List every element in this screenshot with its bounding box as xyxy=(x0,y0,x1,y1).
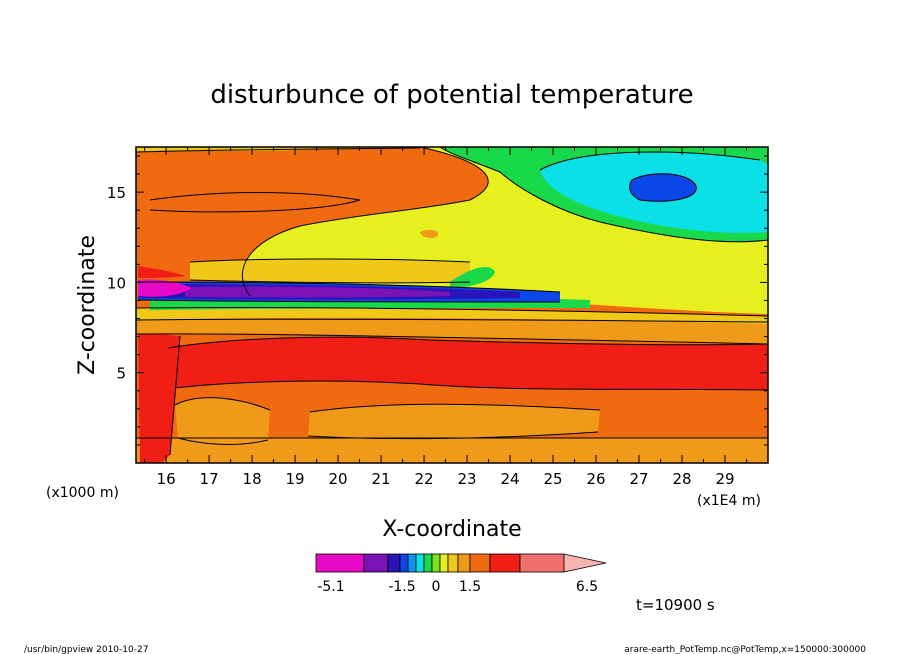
x-tick-label: 17 xyxy=(200,470,219,488)
x-unit-right: (x1E4 m) xyxy=(697,493,761,509)
footer-right: arare-earth_PotTemp.nc@PotTemp,x=150000:… xyxy=(624,645,866,654)
footer-left: /usr/bin/gpview 2010-10-27 xyxy=(24,645,148,654)
colorbar-segment xyxy=(457,553,471,573)
colorbar-arrow xyxy=(563,553,607,573)
y-tick-label: 15 xyxy=(107,184,126,202)
region-surface-band xyxy=(136,438,768,463)
colorbar-segment xyxy=(387,553,401,573)
region-warm-left xyxy=(138,332,180,463)
plot-frame xyxy=(135,146,769,464)
x-tick-label: 18 xyxy=(243,470,262,488)
x-tick-label: 24 xyxy=(500,470,519,488)
axis-ticks xyxy=(136,147,768,463)
x-tick-label: 28 xyxy=(672,470,691,488)
colorbar-segment xyxy=(447,553,459,573)
y-tick-labels: 5 10 15 xyxy=(107,184,126,383)
colorbar-segment xyxy=(423,553,433,573)
contour-lines xyxy=(136,147,768,456)
time-label: t=10900 s xyxy=(636,596,715,614)
x-tick-labels: 16 17 18 19 20 21 22 23 24 25 26 27 28 29 xyxy=(157,470,735,488)
colorbar-tick-label: 0 xyxy=(432,579,441,595)
region-left-lower xyxy=(175,397,270,445)
colorbar-segment xyxy=(407,553,417,573)
y-tick-label: 10 xyxy=(107,274,126,292)
x-tick-label: 20 xyxy=(329,470,348,488)
y-tick-label: 5 xyxy=(116,365,126,383)
colorbar-segment xyxy=(489,553,521,573)
colorbar-segment xyxy=(519,553,565,573)
colorbar xyxy=(315,553,607,573)
x-tick-label: 22 xyxy=(415,470,434,488)
colorbar-segment xyxy=(431,553,441,573)
region-inversion-purple xyxy=(185,286,450,298)
colorbar-segment xyxy=(439,553,449,573)
colorbar-tick-label: -1.5 xyxy=(388,579,415,595)
colorbar-segment xyxy=(469,553,491,573)
colorbar-segment xyxy=(415,553,425,573)
x-tick-label: 29 xyxy=(715,470,734,488)
x-tick-label: 21 xyxy=(372,470,391,488)
colorbar-segment xyxy=(315,553,365,573)
x-tick-label: 27 xyxy=(629,470,648,488)
x-tick-label: 23 xyxy=(458,470,477,488)
x-tick-label: 19 xyxy=(286,470,305,488)
region-band-yellow-orange xyxy=(136,307,768,324)
colorbar-tick-labels: -5.1 -1.5 0 1.5 6.5 xyxy=(317,579,598,595)
region-warm-layer xyxy=(168,337,768,390)
colorbar-segment xyxy=(363,553,389,573)
y-axis-label: Z-coordinate xyxy=(75,235,100,375)
region-small-patch xyxy=(420,229,439,239)
colorbar-tick-label: 6.5 xyxy=(576,579,598,595)
region-inversion-magenta xyxy=(138,279,192,297)
x-axis-label: X-coordinate xyxy=(382,517,521,542)
x-tick-label: 25 xyxy=(543,470,562,488)
x-tick-label: 16 xyxy=(157,470,176,488)
region-green-patch xyxy=(450,267,495,288)
x-tick-label: 26 xyxy=(586,470,605,488)
colorbar-tick-label: 1.5 xyxy=(459,579,481,595)
contour-field xyxy=(136,147,768,463)
region-mid-yellow-orange xyxy=(190,259,470,283)
region-low-band xyxy=(308,404,600,439)
colorbar-tick-label: -5.1 xyxy=(317,579,344,595)
region-upper-blue xyxy=(629,173,697,202)
chart-title: disturbunce of potential temperature xyxy=(210,80,693,110)
colorbar-segment xyxy=(399,553,409,573)
region-left-red-tip xyxy=(138,266,185,278)
x-unit-left: (x1000 m) xyxy=(46,485,119,501)
region-sub-inversion xyxy=(136,319,768,344)
